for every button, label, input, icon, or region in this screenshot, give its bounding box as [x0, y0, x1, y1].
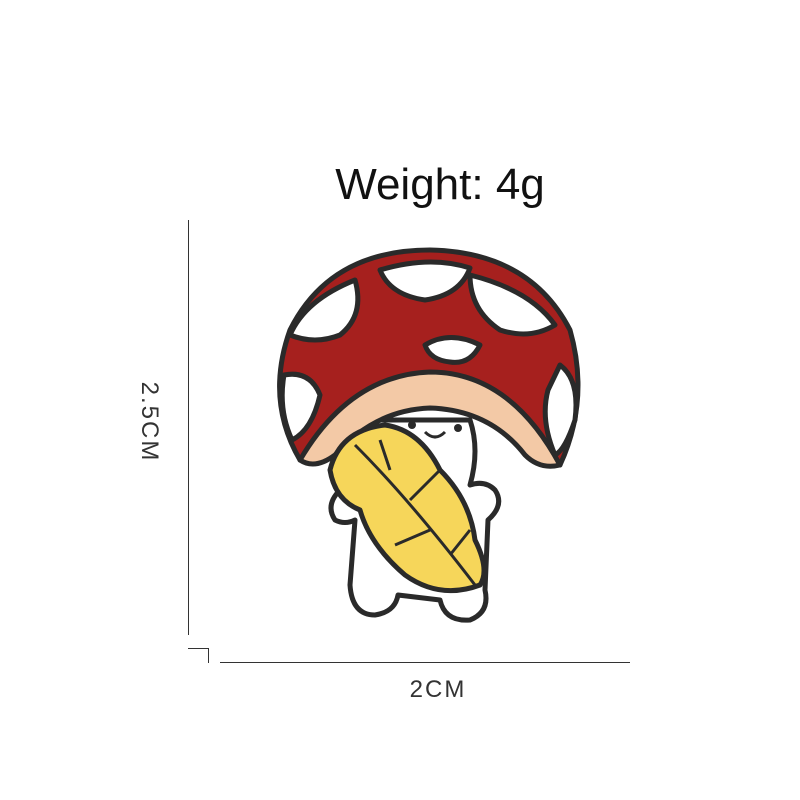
height-dimension-line — [188, 220, 189, 635]
width-label: 2CM — [409, 676, 467, 703]
corner-mark — [188, 648, 209, 663]
width-dimension-line — [220, 662, 630, 663]
weight-label: Weight: 4g — [335, 160, 545, 209]
cap-spots — [279, 259, 579, 458]
